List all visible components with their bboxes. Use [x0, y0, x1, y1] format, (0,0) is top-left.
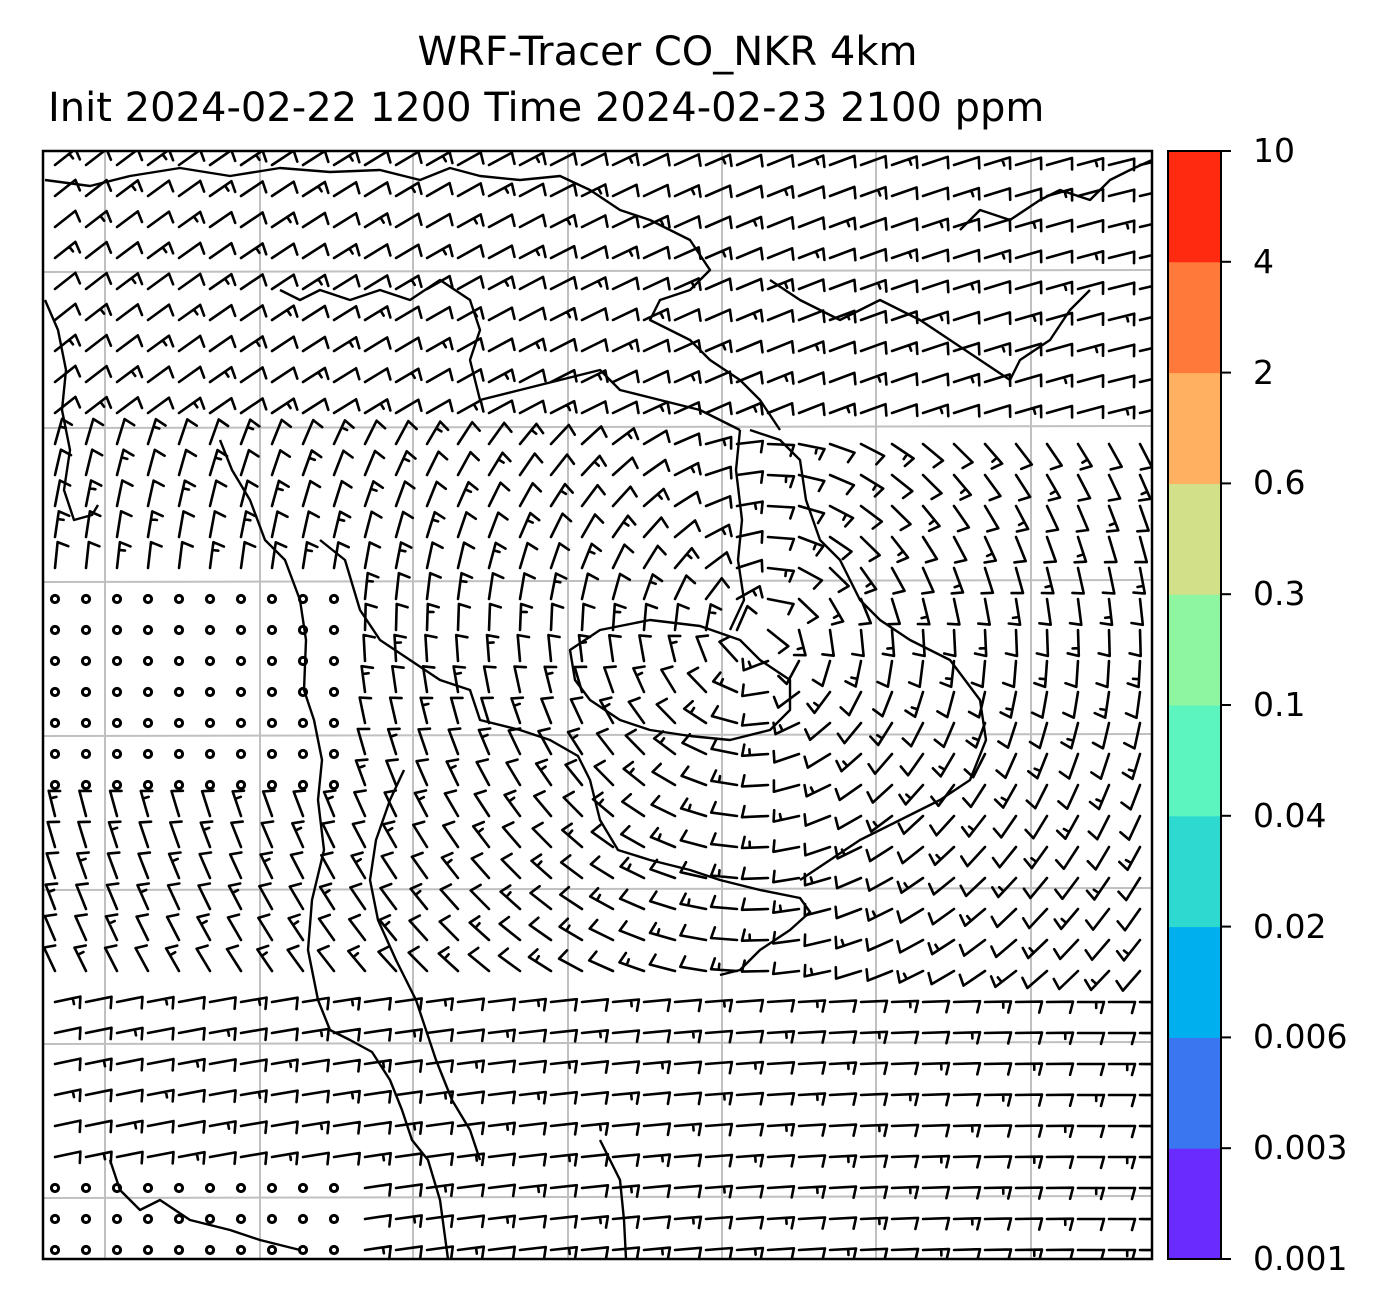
- border-east: [749, 428, 988, 881]
- colorbar-segment: [1168, 815, 1221, 928]
- border-central: [279, 278, 741, 432]
- colorbar-segment: [1168, 1148, 1221, 1260]
- calm-wind-circles: [49, 593, 340, 1256]
- colorbar-tick-label: 0.001: [1253, 1239, 1348, 1278]
- colorbar-segment: [1168, 926, 1221, 1038]
- coastline-west: [43, 299, 100, 522]
- coast-southwest: [108, 1159, 301, 1252]
- colorbar-segment: [1168, 1037, 1221, 1149]
- gulf-coast: [319, 539, 812, 977]
- title-line-1: WRF-Tracer CO_NKR 4km: [417, 29, 918, 75]
- colorbar-tick-label: 0.1: [1253, 685, 1306, 724]
- border-far-east: [959, 158, 1152, 231]
- colorbar-tick-label: 0.003: [1253, 1128, 1348, 1168]
- colorbar-segment: [1168, 372, 1221, 484]
- title-line-2: Init 2024-02-22 1200 Time 2024-02-23 210…: [48, 85, 1045, 131]
- map-gridlines: [43, 151, 1152, 1259]
- coastlines-and-borders: [43, 158, 1152, 1259]
- peninsula-east-coast: [368, 769, 482, 1161]
- colorbar-segment: [1168, 151, 1221, 263]
- colorbar-segment: [1168, 483, 1221, 595]
- peninsula-coast: [218, 439, 450, 1259]
- border-north-east: [769, 279, 1091, 382]
- colorbar-tick-label: 0.02: [1253, 906, 1327, 946]
- map-frame: [41, 149, 1154, 1261]
- wind-barbs: [43, 151, 1152, 1259]
- colorbar-segment: [1168, 594, 1221, 706]
- colorbar-tick-label: 0.006: [1253, 1017, 1348, 1057]
- border-vertical: [728, 429, 746, 631]
- colorbar-segment: [1168, 261, 1221, 374]
- colorbar: [1167, 150, 1231, 1260]
- colorbar-tick-label: 0.3: [1253, 574, 1306, 614]
- border-north: [44, 166, 781, 431]
- colorbar-tick-label: 10: [1253, 131, 1295, 170]
- river-south: [598, 1139, 628, 1259]
- colorbar-segment: [1168, 705, 1221, 817]
- colorbar-tick-label: 0.04: [1253, 795, 1327, 835]
- colorbar-tick-label: 4: [1253, 241, 1274, 281]
- colorbar-tick-label: 0.6: [1253, 463, 1306, 503]
- colorbar-tick-label: 2: [1253, 352, 1274, 392]
- lake-outline: [568, 618, 792, 742]
